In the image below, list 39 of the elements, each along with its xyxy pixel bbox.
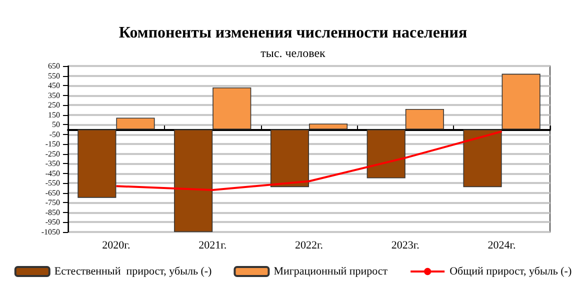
y-tick-label: -950	[45, 218, 60, 227]
y-tick-label: -550	[45, 178, 60, 188]
y-tick-label: -50	[49, 130, 60, 139]
x-tick-label: 2023г.	[391, 240, 420, 252]
y-tick-label: -450	[45, 168, 60, 178]
bar	[174, 129, 213, 232]
y-tick-label: 250	[48, 100, 60, 110]
line-series	[115, 130, 503, 192]
chart-title: Компоненты изменения численности населения	[118, 24, 468, 42]
y-tick-label: 50	[52, 120, 60, 130]
y-tick-label: 150	[48, 110, 60, 120]
y-tick-label: -650	[45, 188, 60, 198]
x-tick-label: 2020г.	[102, 240, 130, 252]
bar	[366, 129, 406, 178]
x-tick-label: 2024г.	[488, 240, 516, 252]
bar	[463, 129, 502, 188]
legend-label: Естественный прирост, убыль (-)	[54, 266, 212, 278]
bar	[270, 129, 309, 188]
y-tick-label: -250	[45, 149, 60, 158]
x-tick-label: 2021г.	[198, 240, 227, 252]
bar	[502, 74, 540, 130]
legend-label: Общий прирост, убыль (-)	[450, 266, 572, 278]
bar	[116, 118, 155, 130]
y-tick-label: -350	[45, 159, 60, 168]
y-tick-label: 350	[48, 90, 60, 100]
chart-subtitle: тыс. человек	[260, 46, 326, 60]
legend-label: Миграционный прирост	[274, 266, 388, 278]
bar	[78, 129, 116, 198]
bar	[309, 124, 348, 130]
y-tick-label: 650	[48, 62, 60, 70]
y-tick-label: 550	[48, 71, 60, 80]
bar	[212, 87, 252, 130]
y-tick-label: -750	[45, 198, 60, 208]
y-tick-label: -1050	[41, 228, 60, 236]
y-tick-label: 450	[48, 81, 60, 90]
y-tick-label: -850	[45, 208, 60, 217]
y-tick-label: -150	[45, 140, 60, 149]
bar	[405, 108, 444, 130]
x-tick-label: 2022г.	[294, 240, 324, 252]
